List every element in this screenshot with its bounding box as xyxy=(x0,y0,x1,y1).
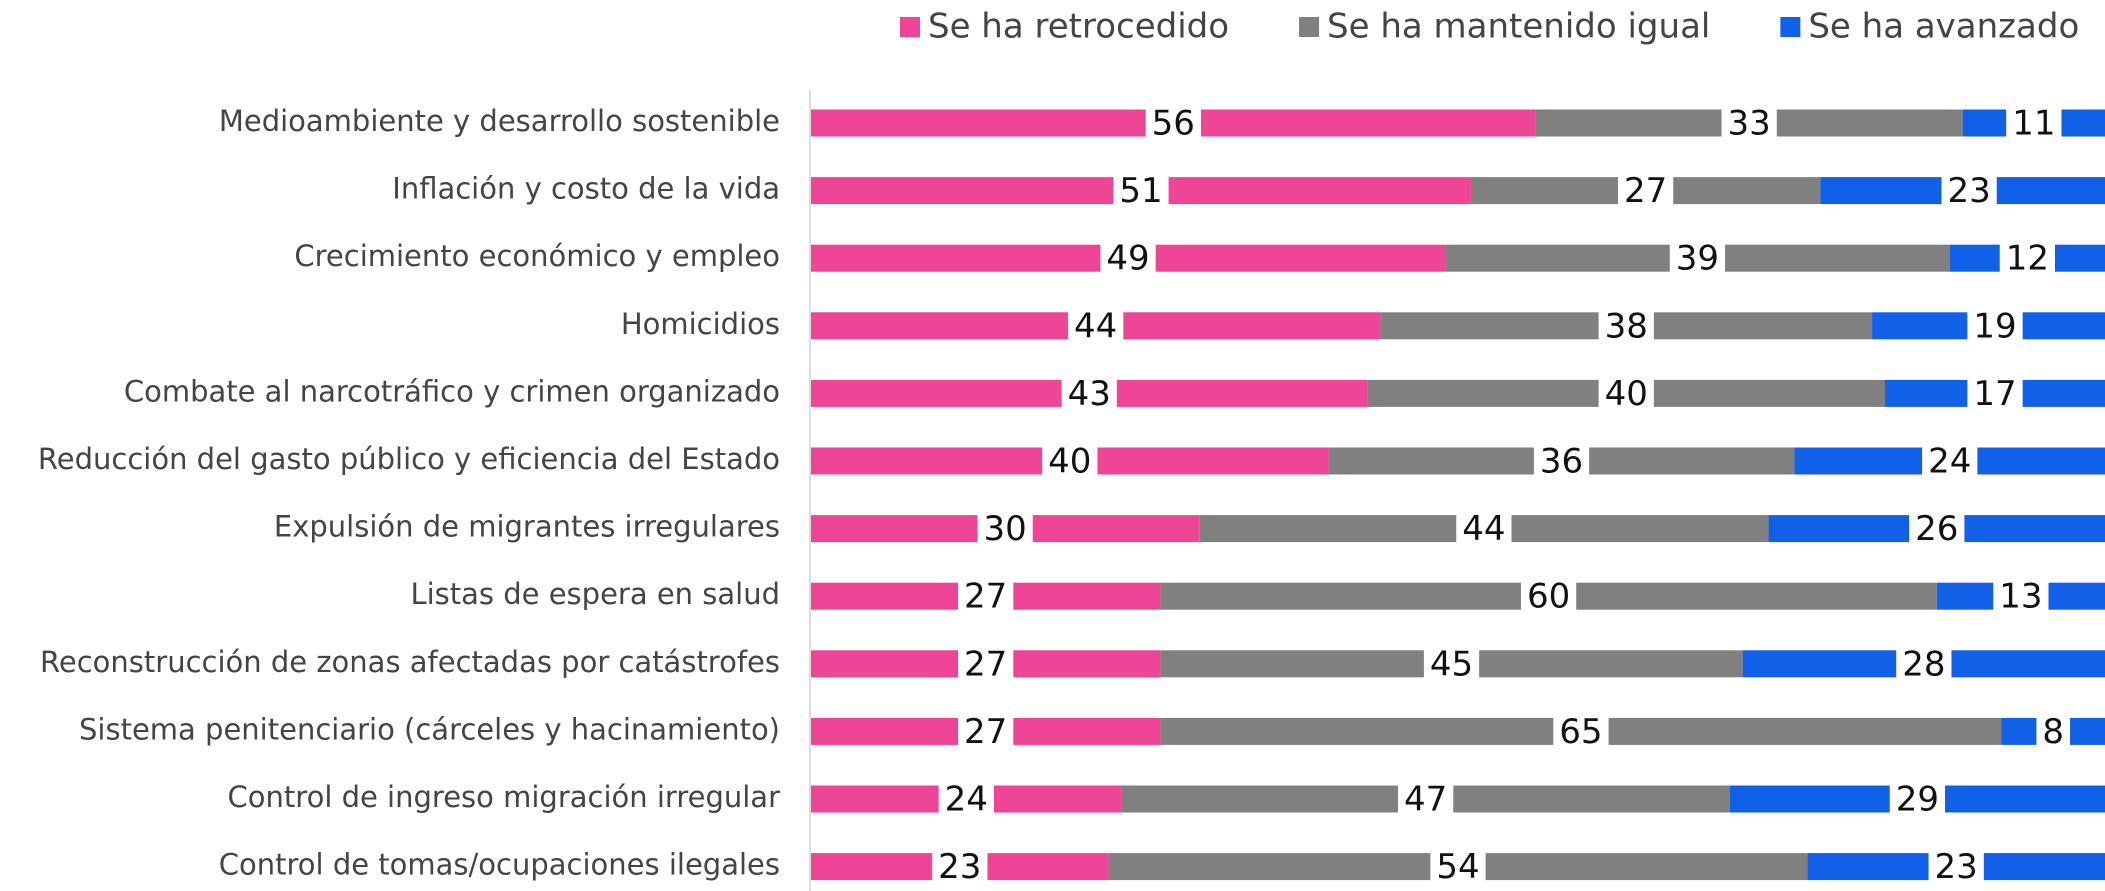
legend-label: Se ha mantenido igual xyxy=(1327,7,1710,47)
value-label-bg xyxy=(938,777,994,821)
value-label: 27 xyxy=(964,577,1007,617)
category-label: Reconstrucción de zonas afectadas por ca… xyxy=(40,645,780,679)
value-label: 44 xyxy=(1074,306,1117,346)
value-label-bg xyxy=(1967,303,2023,348)
value-label: 23 xyxy=(1947,171,1990,211)
value-label-bg xyxy=(1922,439,1978,483)
value-label: 40 xyxy=(1048,442,1091,482)
value-label: 8 xyxy=(2042,712,2064,752)
value-label-bg xyxy=(1398,777,1454,821)
value-label-bg xyxy=(1598,303,1654,348)
category-label: Medioambiente y desarrollo sostenible xyxy=(219,104,780,138)
legend-label: Se ha avanzado xyxy=(1808,7,2079,47)
value-label: 23 xyxy=(1935,847,1978,887)
category-label: Listas de espera en salud xyxy=(410,577,780,611)
value-label: 65 xyxy=(1559,712,1602,752)
category-label: Control de ingreso migración irregular xyxy=(228,780,781,814)
value-label: 38 xyxy=(1605,306,1648,346)
value-label: 23 xyxy=(938,847,981,887)
value-label-bg xyxy=(1669,236,1726,281)
value-label: 30 xyxy=(983,509,1026,549)
value-label-bg xyxy=(1889,777,1946,821)
value-label-bg xyxy=(1520,574,1577,619)
value-label: 47 xyxy=(1404,780,1447,820)
value-label-bg xyxy=(1145,101,1201,145)
value-label: 28 xyxy=(1902,644,1945,684)
value-label-bg xyxy=(1042,439,1098,483)
category-label: Sistema penitenciario (cárceles y hacina… xyxy=(79,712,780,746)
category-label: Control de tomas/ocupaciones ilegales xyxy=(219,848,780,882)
value-label: 54 xyxy=(1436,847,1479,887)
value-label-bg xyxy=(1721,101,1777,145)
value-label-bg xyxy=(2006,101,2062,145)
legend-swatch xyxy=(1299,17,1320,37)
value-label-bg xyxy=(1456,506,1512,551)
value-label-bg xyxy=(958,709,1014,754)
value-label-bg xyxy=(1533,439,1590,483)
value-label-bg xyxy=(1061,371,1117,416)
category-label: Homicidios xyxy=(621,307,780,341)
legend-label: Se ha retrocedido xyxy=(928,7,1229,47)
value-label: 29 xyxy=(1896,780,1939,820)
value-label: 49 xyxy=(1106,239,1149,279)
value-label: 13 xyxy=(1999,577,2042,617)
value-label-bg xyxy=(1999,236,2055,281)
value-label: 17 xyxy=(1973,374,2016,414)
value-label-bg xyxy=(1430,844,1486,889)
value-label-bg xyxy=(1068,303,1124,348)
value-label: 60 xyxy=(1527,577,1570,617)
value-label-bg xyxy=(958,641,1014,686)
category-label: Expulsión de migrantes irregulares xyxy=(274,510,780,544)
value-label-bg xyxy=(2036,709,2071,754)
value-label: 39 xyxy=(1676,239,1719,279)
value-label: 36 xyxy=(1540,442,1583,482)
value-label: 19 xyxy=(1973,306,2016,346)
value-label-bg xyxy=(1909,506,1965,551)
value-label: 33 xyxy=(1728,104,1771,144)
value-label: 26 xyxy=(1915,509,1958,549)
category-label: Combate al narcotráfico y crimen organiz… xyxy=(124,374,780,408)
value-label-bg xyxy=(1967,371,2023,416)
value-label: 24 xyxy=(1928,442,1971,482)
value-label: 51 xyxy=(1119,171,1162,211)
value-label: 11 xyxy=(2012,104,2055,144)
category-label: Reducción del gasto público y eficiencia… xyxy=(38,442,780,476)
value-label-bg xyxy=(1113,168,1169,213)
value-label-bg xyxy=(958,574,1014,619)
value-label: 27 xyxy=(964,644,1007,684)
value-label-bg xyxy=(1993,574,2049,619)
value-label: 27 xyxy=(964,712,1007,752)
value-label-bg xyxy=(1100,236,1156,281)
value-label-bg xyxy=(1928,844,1984,889)
value-label: 27 xyxy=(1624,171,1667,211)
value-label-bg xyxy=(932,844,988,889)
value-label-bg xyxy=(1617,168,1674,213)
legend-swatch xyxy=(900,17,920,37)
category-label: Inflación y costo de la vida xyxy=(392,172,780,206)
value-label-bg xyxy=(1941,168,1997,213)
value-label: 40 xyxy=(1605,374,1648,414)
value-label: 24 xyxy=(945,780,988,820)
value-label-bg xyxy=(1553,709,1609,754)
category-label: Crecimiento económico y empleo xyxy=(294,239,780,273)
value-label: 12 xyxy=(2006,239,2049,279)
value-label: 56 xyxy=(1152,104,1195,144)
value-label: 44 xyxy=(1462,509,1505,549)
value-label-bg xyxy=(1423,641,1480,686)
value-label-bg xyxy=(977,506,1033,551)
value-label: 43 xyxy=(1068,374,1111,414)
value-label-bg xyxy=(1896,641,1952,686)
value-label: 45 xyxy=(1430,644,1473,684)
legend-swatch xyxy=(1780,17,1801,37)
value-label-bg xyxy=(1598,371,1654,416)
